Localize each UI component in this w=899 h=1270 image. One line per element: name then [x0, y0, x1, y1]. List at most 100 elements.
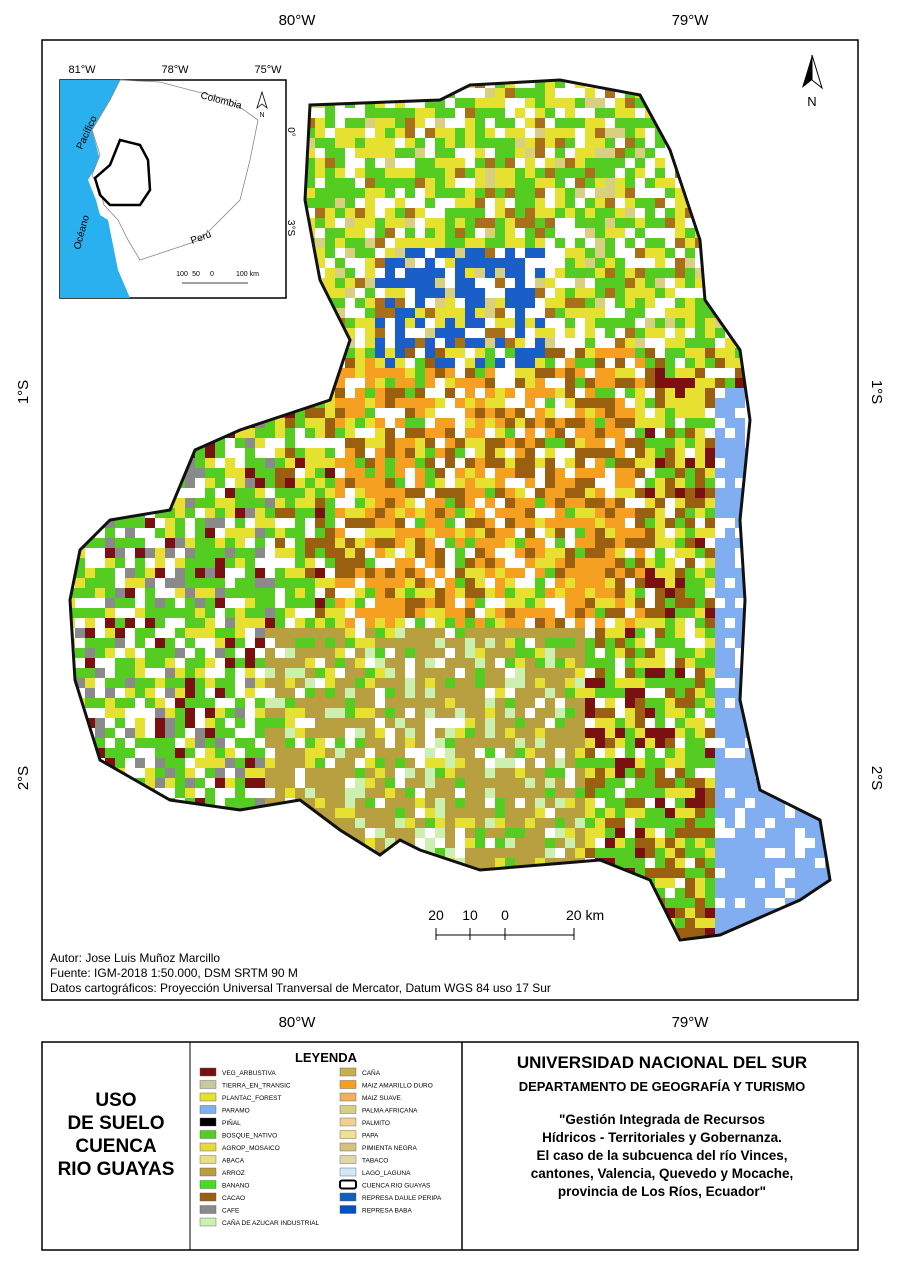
land-cell	[185, 658, 195, 668]
land-cell	[595, 88, 605, 98]
land-cell	[505, 288, 515, 298]
land-cell	[475, 588, 485, 598]
land-cell	[425, 548, 435, 558]
land-cell	[665, 178, 675, 188]
land-cell	[345, 228, 355, 238]
land-cell	[595, 668, 605, 678]
land-cell	[425, 118, 435, 128]
land-cell	[285, 618, 295, 628]
land-cell	[105, 648, 115, 658]
land-cell	[145, 708, 155, 718]
land-cell	[445, 118, 455, 128]
land-cell	[725, 668, 735, 678]
land-cell	[385, 718, 395, 728]
land-cell	[345, 318, 355, 328]
land-cell	[385, 608, 395, 618]
land-cell	[615, 158, 625, 168]
land-cell	[475, 688, 485, 698]
land-cell	[505, 588, 515, 598]
land-cell	[525, 118, 535, 128]
land-cell	[295, 478, 305, 488]
land-cell	[425, 718, 435, 728]
land-cell	[335, 658, 345, 668]
land-cell	[405, 658, 415, 668]
land-cell	[585, 198, 595, 208]
land-cell	[675, 398, 685, 408]
land-cell	[425, 638, 435, 648]
land-cell	[495, 618, 505, 628]
land-cell	[435, 518, 445, 528]
land-cell	[545, 368, 555, 378]
land-cell	[505, 158, 515, 168]
land-cell	[305, 558, 315, 568]
land-cell	[475, 338, 485, 348]
land-cell	[175, 488, 185, 498]
land-cell	[555, 588, 565, 598]
land-cell	[565, 348, 575, 358]
land-cell	[665, 718, 675, 728]
land-cell	[175, 658, 185, 668]
land-cell	[275, 688, 285, 698]
land-cell	[545, 258, 555, 268]
land-cell	[615, 138, 625, 148]
land-cell	[535, 248, 545, 258]
land-cell	[455, 238, 465, 248]
land-cell	[515, 648, 525, 658]
land-cell	[545, 408, 555, 418]
land-cell	[725, 588, 735, 598]
land-cell	[605, 178, 615, 188]
land-cell	[195, 468, 205, 478]
land-cell	[255, 568, 265, 578]
land-cell	[495, 658, 505, 668]
land-cell	[255, 528, 265, 538]
land-cell	[675, 498, 685, 508]
land-cell	[585, 428, 595, 438]
land-cell	[465, 658, 475, 668]
land-cell	[305, 548, 315, 558]
land-cell	[615, 438, 625, 448]
land-cell	[655, 558, 665, 568]
land-cell	[315, 708, 325, 718]
land-cell	[395, 158, 405, 168]
land-cell	[285, 518, 295, 528]
land-cell	[305, 188, 315, 198]
land-cell	[305, 668, 315, 678]
land-cell	[425, 478, 435, 488]
land-cell	[645, 528, 655, 538]
land-cell	[635, 718, 645, 728]
land-cell	[585, 508, 595, 518]
land-cell	[605, 628, 615, 638]
land-cell	[625, 498, 635, 508]
land-cell	[405, 588, 415, 598]
land-cell	[115, 628, 125, 638]
land-cell	[555, 128, 565, 138]
land-cell	[335, 378, 345, 388]
land-cell	[445, 358, 455, 368]
land-cell	[575, 608, 585, 618]
land-cell	[535, 548, 545, 558]
land-cell	[75, 638, 85, 648]
land-cell	[255, 488, 265, 498]
land-cell	[425, 248, 435, 258]
land-cell	[655, 448, 665, 458]
land-cell	[605, 408, 615, 418]
land-cell	[295, 548, 305, 558]
land-cell	[565, 138, 575, 148]
land-cell	[545, 148, 555, 158]
land-cell	[515, 408, 525, 418]
land-cell	[525, 208, 535, 218]
land-cell	[675, 448, 685, 458]
land-cell	[285, 708, 295, 718]
land-cell	[475, 128, 485, 138]
land-cell	[425, 618, 435, 628]
land-cell	[535, 418, 545, 428]
land-cell	[375, 608, 385, 618]
land-cell	[515, 618, 525, 628]
land-cell	[435, 688, 445, 698]
land-cell	[625, 548, 635, 558]
land-cell	[485, 208, 495, 218]
land-cell	[525, 508, 535, 518]
land-cell	[605, 218, 615, 228]
land-cell	[515, 568, 525, 578]
land-cell	[535, 228, 545, 238]
